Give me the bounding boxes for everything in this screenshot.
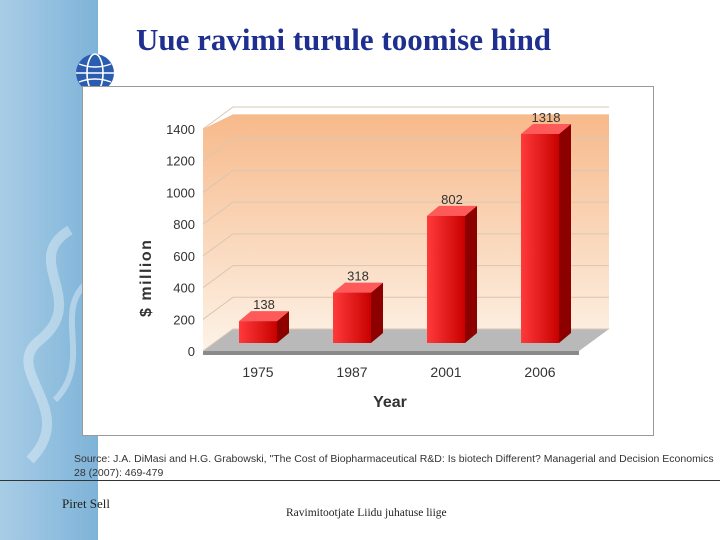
y-tick-label-800: 800: [173, 217, 195, 232]
source-citation: Source: J.A. DiMasi and H.G. Grabowski, …: [74, 453, 714, 479]
gridline: [202, 201, 609, 225]
x-axis-label: Year: [373, 394, 407, 411]
y-tick-label-1200: 1200: [166, 154, 195, 169]
bar-2006: [521, 124, 571, 343]
globe-icon: [76, 53, 114, 93]
bars: 138 318 802 1318: [239, 110, 571, 343]
footer-author: Piret Sell: [62, 496, 111, 511]
plot-back-wall: [203, 114, 609, 351]
slide-title: Uue ravimi turule toomise hind: [136, 22, 552, 57]
plot-floor: [203, 329, 609, 351]
bar-1975: [239, 311, 289, 343]
x-tick-label-2001: 2001: [430, 364, 461, 380]
y-axis-label: $ million: [138, 239, 155, 317]
x-tick-label-2006: 2006: [524, 364, 555, 380]
plot-background: [203, 114, 609, 355]
y-tick-label-200: 200: [173, 312, 195, 327]
y-tick-label-400: 400: [173, 281, 195, 296]
x-tick-label-1975: 1975: [242, 364, 273, 380]
footer-affiliation: Ravimitootjate Liidu juhatuse liige: [286, 507, 447, 519]
y-tick-label-1400: 1400: [166, 122, 195, 137]
gridline: [202, 169, 609, 193]
x-tick-label-1987: 1987: [336, 364, 367, 380]
data-label-1987: 318: [347, 269, 369, 284]
gridline: [202, 233, 609, 257]
chart-frame: 0 200 400 600 800 1000 1200 1400 138 318 802 1318 …: [82, 86, 654, 436]
y-tick-label-1000: 1000: [166, 185, 195, 200]
gridlines: [202, 106, 609, 352]
y-tick-label-0: 0: [188, 344, 195, 359]
gridline: [202, 296, 609, 320]
plot-floor-edge: [203, 351, 579, 355]
bar-1987: [333, 282, 383, 343]
gridline: [202, 106, 609, 130]
y-axis-ticks: 0 200 400 600 800 1000 1200 1400: [166, 122, 195, 359]
data-label-2001: 802: [441, 192, 463, 207]
divider-line: [0, 480, 720, 481]
data-label-2006: 1318: [532, 110, 561, 125]
decorative-swirl: [23, 225, 92, 464]
y-tick-label-600: 600: [173, 249, 195, 264]
x-axis-ticks: 1975 1987 2001 2006: [242, 364, 555, 380]
gridline: [202, 328, 609, 352]
data-label-1975: 138: [253, 297, 275, 312]
gridline: [202, 265, 609, 288]
bar-2001: [427, 205, 477, 343]
side-band: [0, 0, 98, 540]
gridline: [202, 138, 609, 162]
